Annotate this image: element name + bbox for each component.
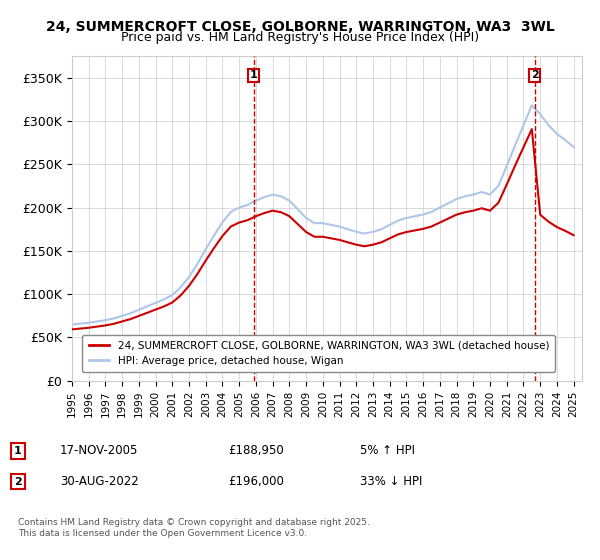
Text: 1: 1 [14, 446, 22, 456]
Text: 5% ↑ HPI: 5% ↑ HPI [360, 444, 415, 458]
Text: 33% ↓ HPI: 33% ↓ HPI [360, 475, 422, 488]
Text: 17-NOV-2005: 17-NOV-2005 [60, 444, 139, 458]
Text: 30-AUG-2022: 30-AUG-2022 [60, 475, 139, 488]
Legend: 24, SUMMERCROFT CLOSE, GOLBORNE, WARRINGTON, WA3 3WL (detached house), HPI: Aver: 24, SUMMERCROFT CLOSE, GOLBORNE, WARRING… [82, 335, 556, 372]
Text: 1: 1 [250, 71, 258, 81]
Text: Contains HM Land Registry data © Crown copyright and database right 2025.
This d: Contains HM Land Registry data © Crown c… [18, 518, 370, 538]
Text: 24, SUMMERCROFT CLOSE, GOLBORNE, WARRINGTON, WA3  3WL: 24, SUMMERCROFT CLOSE, GOLBORNE, WARRING… [46, 20, 554, 34]
Text: 2: 2 [14, 477, 22, 487]
Text: £196,000: £196,000 [228, 475, 284, 488]
Text: £188,950: £188,950 [228, 444, 284, 458]
Text: Price paid vs. HM Land Registry's House Price Index (HPI): Price paid vs. HM Land Registry's House … [121, 31, 479, 44]
Text: 2: 2 [530, 71, 538, 81]
